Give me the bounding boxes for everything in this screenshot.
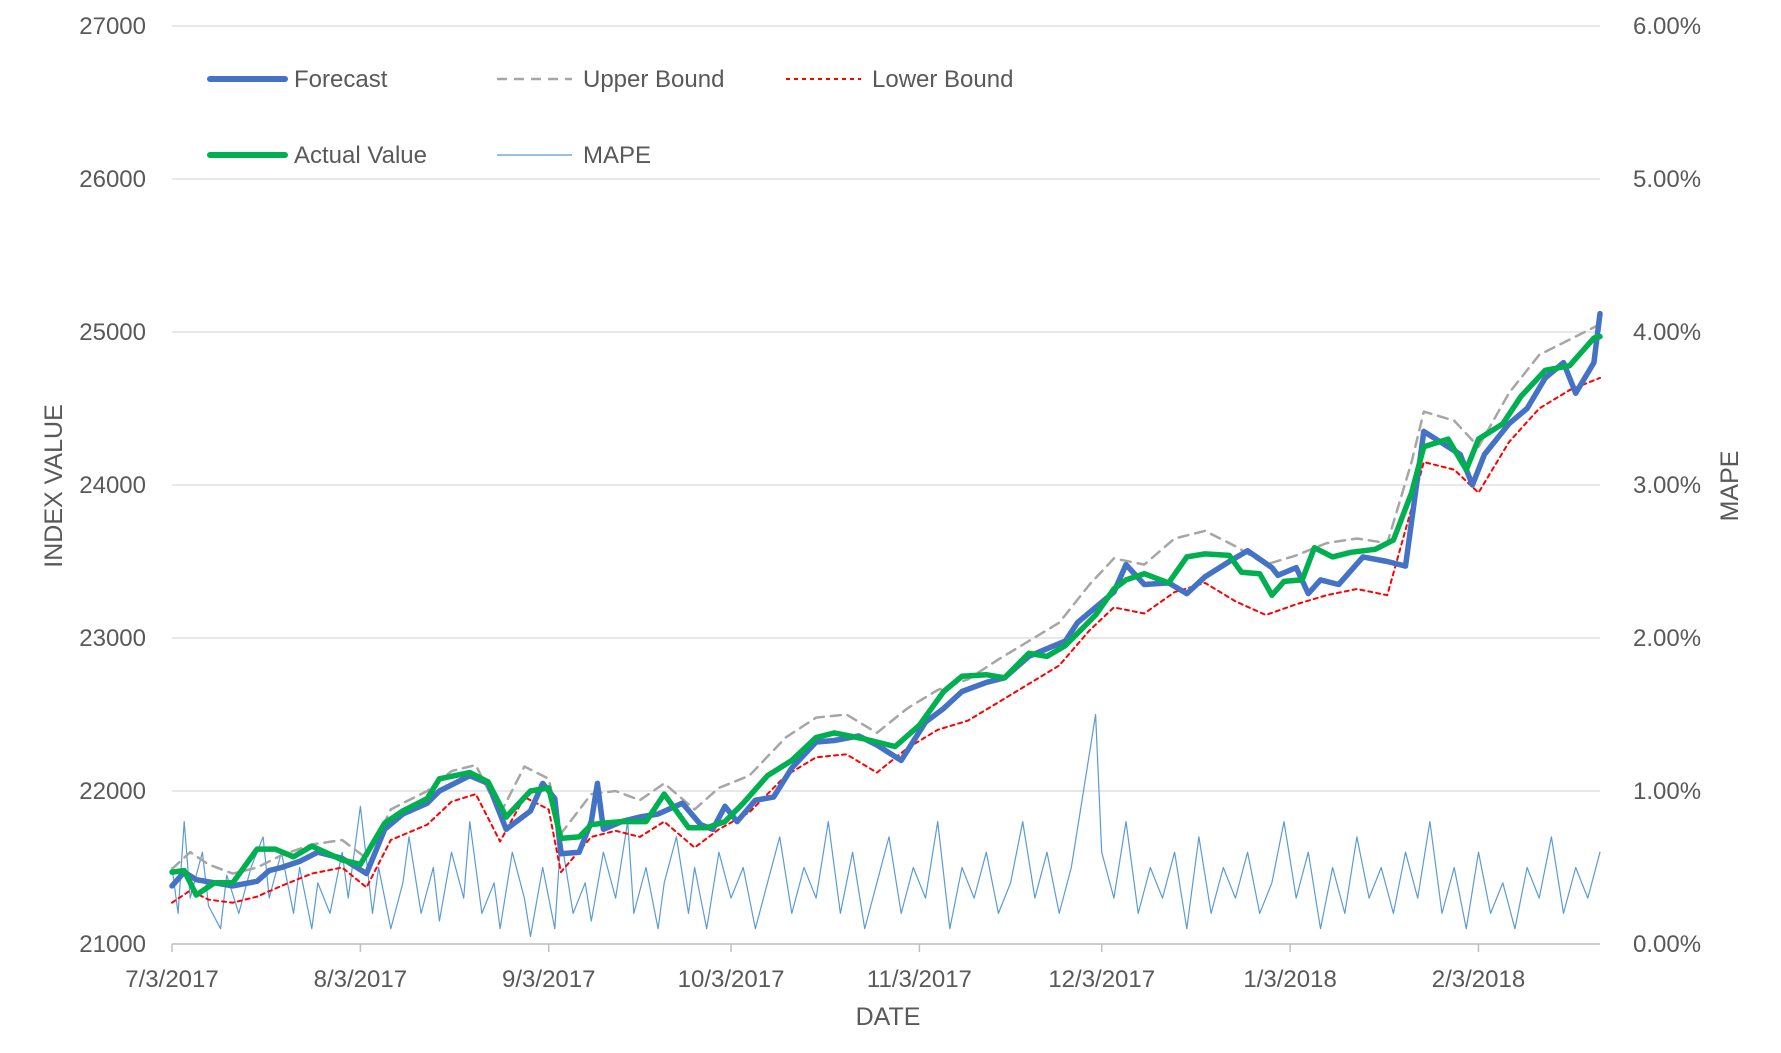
y-tick-label: 22000 [79, 778, 146, 805]
x-tick-label: 7/3/2017 [125, 966, 218, 993]
series-line-lower-bound [171, 376, 1601, 904]
y-tick-label: 24000 [79, 472, 146, 499]
y2-tick-label: 0.00% [1633, 931, 1701, 958]
x-tick-label: 10/3/2017 [678, 966, 785, 993]
y2-tick-label: 6.00% [1633, 13, 1701, 40]
legend-label-upper-bound: Upper Bound [583, 66, 724, 93]
x-tick-label: 8/3/2017 [314, 966, 407, 993]
x-tick-label: 11/3/2017 [867, 966, 972, 993]
x-tick-label: 9/3/2017 [502, 966, 595, 993]
legend-item-actual-value: Actual Value [207, 142, 427, 169]
y-tick-label: 23000 [79, 625, 146, 652]
y2-tick-label: 2.00% [1633, 625, 1701, 652]
legend-item-upper-bound: Upper Bound [497, 66, 724, 93]
y2-tick-label: 5.00% [1633, 166, 1701, 193]
series-line-forecast [169, 310, 1603, 889]
legend-label-actual-value: Actual Value [294, 142, 427, 169]
x-tick-label: 1/3/2018 [1243, 966, 1336, 993]
y-tick-label: 25000 [79, 319, 146, 346]
legend-item-forecast: Forecast [207, 66, 388, 93]
series-line-actual-value [169, 333, 1603, 898]
y2-tick-label: 1.00% [1633, 778, 1701, 805]
x-tick-label: 2/3/2018 [1432, 966, 1525, 993]
legend-item-lower-bound: Lower Bound [786, 66, 1013, 93]
y-tick-label: 26000 [79, 166, 146, 193]
y-axis-title-left: INDEX VALUE [40, 404, 68, 567]
x-axis: 7/3/2017 8/3/2017 9/3/2017 10/3/2017 11/3/20… [125, 943, 1600, 993]
legend: Forecast Upper Bound Lower Bound Actual … [207, 66, 1013, 169]
legend-label-forecast: Forecast [294, 66, 388, 93]
x-axis-title: DATE [856, 1003, 921, 1031]
series-line-mape [171, 713, 1601, 938]
y2-tick-label: 3.00% [1633, 472, 1701, 499]
y-axis-left: 21000 22000 23000 24000 25000 26000 27000 [79, 13, 146, 958]
gridlines [172, 25, 1600, 945]
y2-tick-label: 4.00% [1633, 319, 1701, 346]
legend-label-lower-bound: Lower Bound [872, 66, 1013, 93]
series-layer [169, 310, 1603, 938]
legend-item-mape: MAPE [497, 142, 651, 169]
legend-label-mape: MAPE [583, 142, 651, 169]
y-axis-right: 0.00% 1.00% 2.00% 3.00% 4.00% 5.00% 6.00% [1633, 13, 1701, 958]
x-tick-label: 12/3/2017 [1048, 966, 1155, 993]
y-axis-title-right: MAPE [1716, 451, 1744, 522]
y-tick-label: 21000 [79, 931, 146, 958]
y-tick-label: 27000 [79, 13, 146, 40]
